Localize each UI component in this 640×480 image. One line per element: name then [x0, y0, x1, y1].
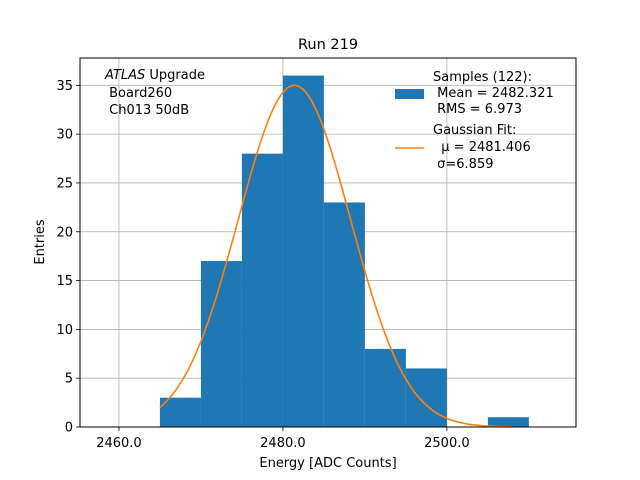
y-tick-label: 15 [56, 274, 73, 289]
y-tick-label: 35 [56, 79, 73, 94]
histogram-bar [241, 153, 283, 427]
annotation-board: Board260 [105, 86, 172, 101]
legend-samples-mean: Mean = 2482.321 [433, 86, 554, 101]
y-tick-label: 10 [56, 323, 73, 338]
histogram-bar [323, 202, 365, 427]
legend: Samples (122): Mean = 2482.321 RMS = 6.9… [395, 70, 554, 172]
y-axis-label: Entries [33, 219, 48, 265]
x-tick-label: 2500.0 [424, 436, 470, 451]
legend-samples-swatch [395, 89, 424, 99]
legend-fit-sigma: σ=6.859 [433, 157, 493, 172]
svg-text:ATLAS Upgrade: ATLAS Upgrade [104, 68, 205, 83]
y-tick-label: 20 [56, 225, 73, 240]
histogram-bar [200, 261, 242, 427]
annotation-atlas: ATLAS [104, 68, 145, 83]
y-tick-label: 25 [56, 176, 73, 191]
histogram-bar [282, 75, 324, 428]
histogram-bar [405, 368, 447, 427]
histogram-bars [159, 75, 529, 428]
chart-title: Run 219 [298, 37, 358, 53]
x-axis-ticks: 2460.0 2480.0 2500.0 [96, 427, 470, 451]
legend-fit-mu: μ = 2481.406 [433, 140, 531, 155]
legend-samples-title: Samples (122): [433, 70, 532, 85]
y-tick-label: 5 [65, 372, 73, 387]
annotation-channel: Ch013 50dB [105, 103, 189, 118]
legend-fit-title: Gaussian Fit: [433, 123, 516, 138]
atlas-annotation: ATLAS Upgrade Board260 Ch013 50dB [104, 68, 205, 118]
histogram-bar [159, 397, 201, 427]
y-tick-label: 30 [56, 128, 73, 143]
x-axis-label: Energy [ADC Counts] [259, 456, 396, 471]
plot-frame [79, 57, 577, 428]
annotation-upgrade: Upgrade [145, 68, 205, 83]
y-axis-ticks: 0 5 10 15 20 25 30 35 [56, 79, 80, 436]
y-tick-label: 0 [65, 421, 73, 436]
legend-samples-rms: RMS = 6.973 [433, 102, 522, 117]
x-tick-label: 2460.0 [96, 436, 142, 451]
gaussian-fit-curve [159, 84, 513, 428]
histogram-bar [487, 417, 529, 427]
x-tick-label: 2480.0 [260, 436, 306, 451]
histogram-bar [364, 348, 406, 427]
